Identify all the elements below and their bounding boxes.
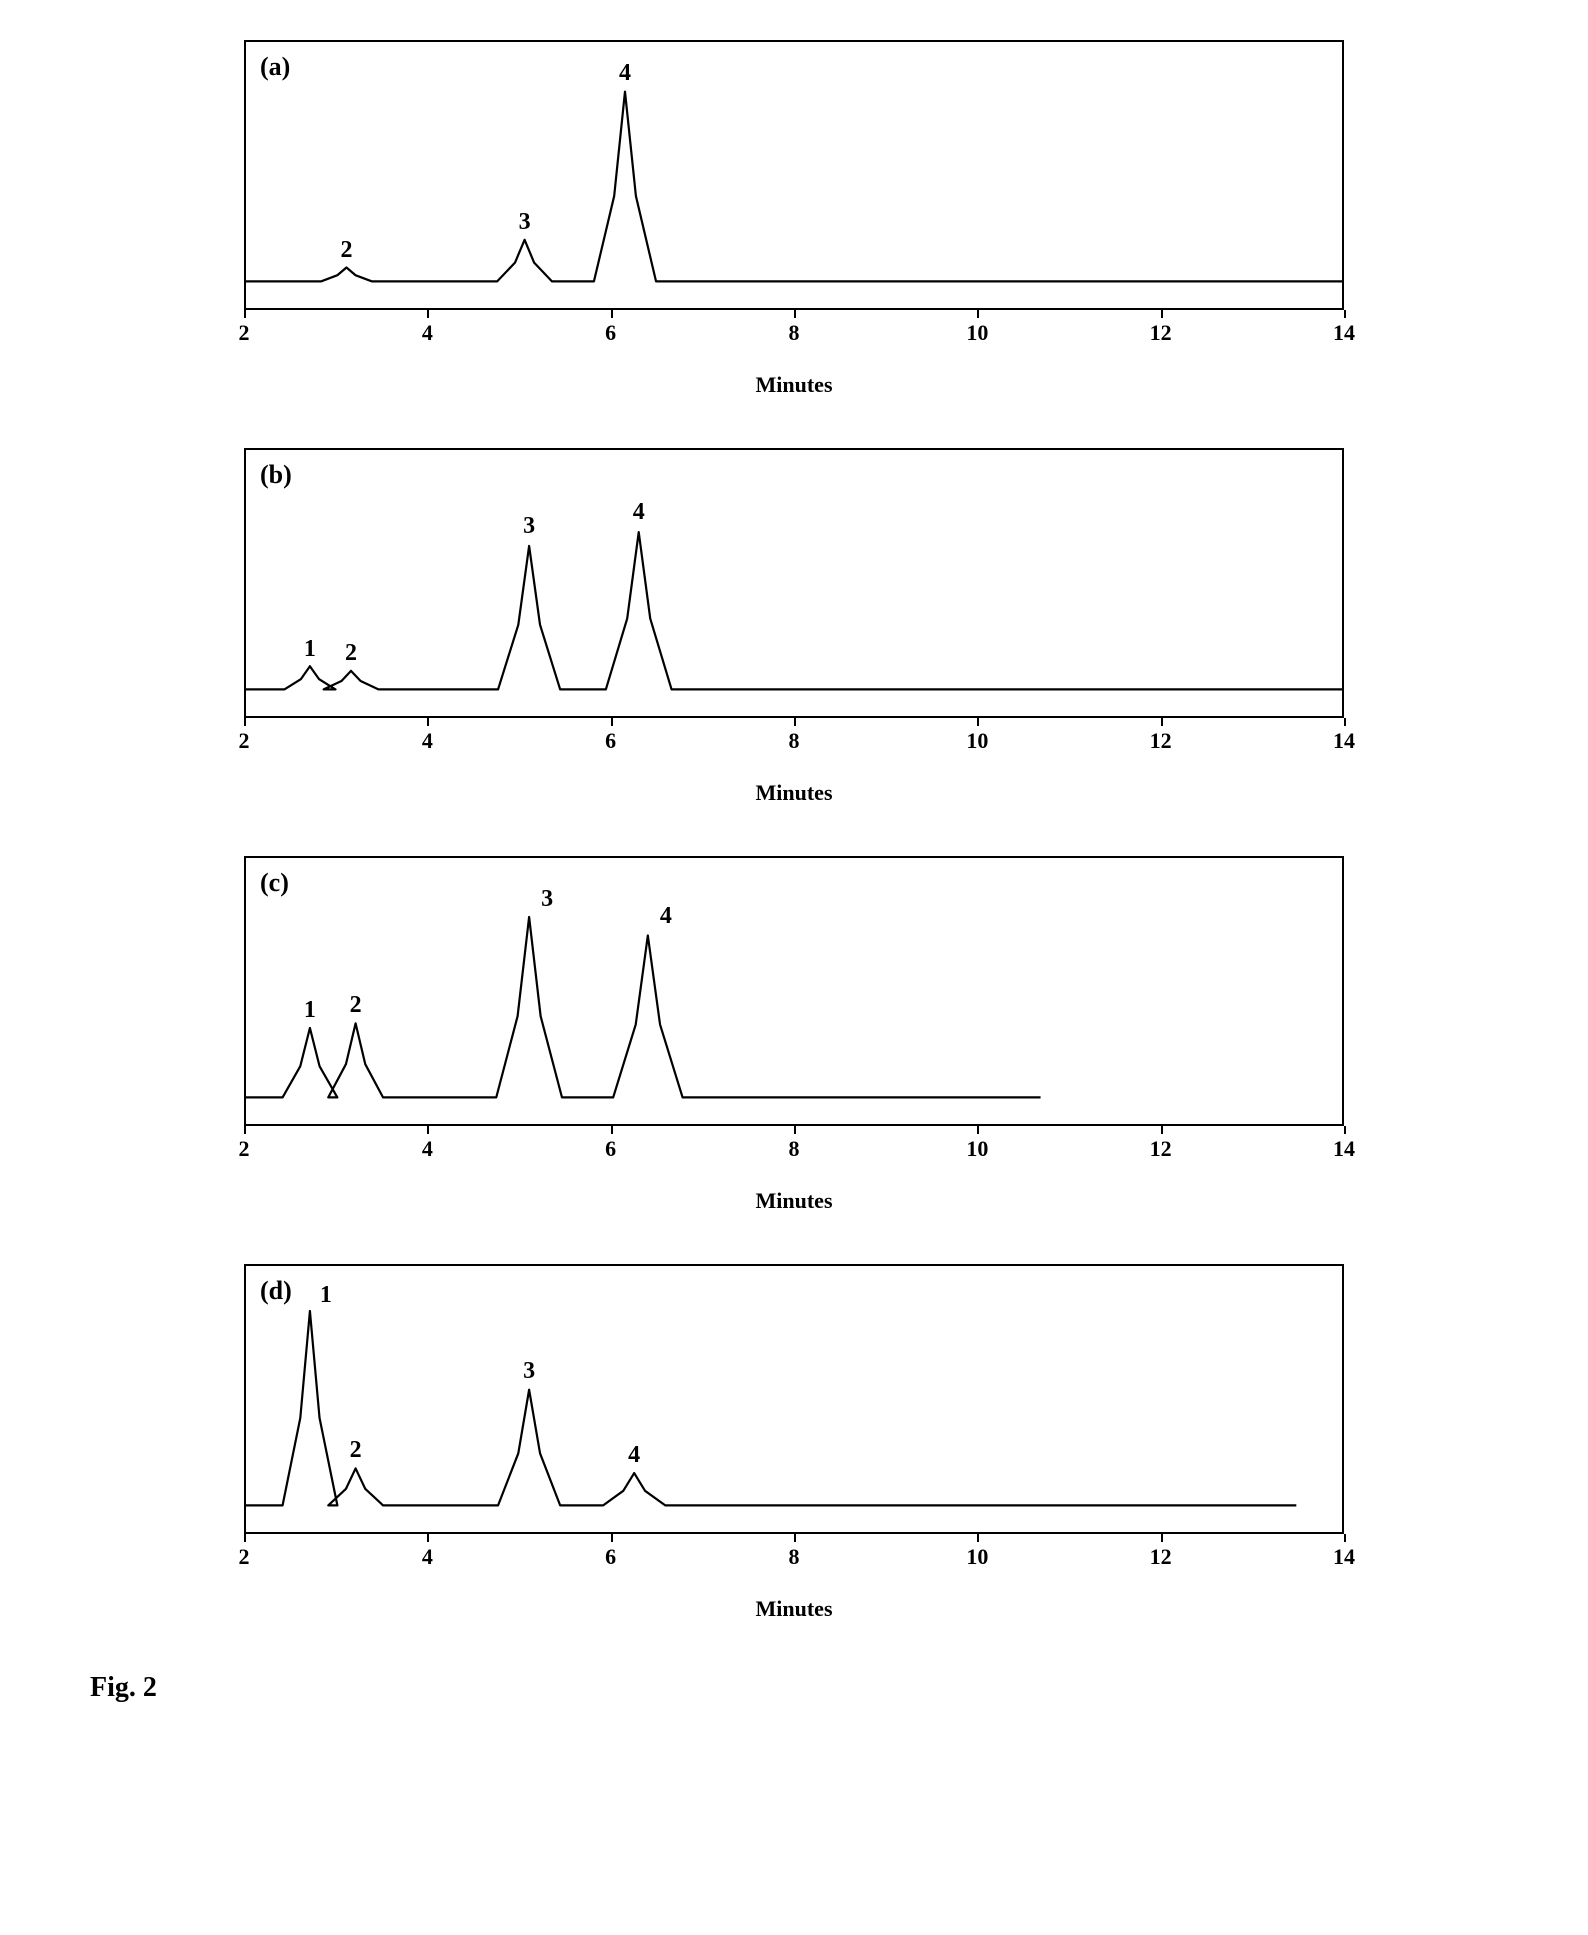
chromatogram-trace — [246, 858, 1342, 1124]
axis-tick-label: 12 — [1150, 728, 1172, 754]
chromatogram-panel-d: (d)12342468101214Minutes — [244, 1264, 1344, 1622]
axis-tick-label: 14 — [1333, 1544, 1355, 1570]
axis-tick — [977, 718, 979, 726]
axis-tick-label: 10 — [966, 320, 988, 346]
panels-host: (a)2342468101214Minutes(b)12342468101214… — [244, 40, 1344, 1622]
peak-label: 4 — [660, 903, 672, 930]
x-axis-title: Minutes — [244, 372, 1344, 398]
axis-tick-label: 10 — [966, 1544, 988, 1570]
axis-tick — [1344, 310, 1346, 318]
axis-tick-label: 4 — [422, 320, 433, 346]
axis-tick-label: 6 — [605, 320, 616, 346]
axis-tick — [977, 310, 979, 318]
axis-tick-label: 2 — [239, 728, 250, 754]
x-axis-title: Minutes — [244, 1596, 1344, 1622]
axis-tick-label: 6 — [605, 1544, 616, 1570]
axis-tick — [794, 1534, 796, 1542]
peak-label: 1 — [304, 997, 316, 1024]
chart-box: (a)234 — [244, 40, 1344, 310]
figure-caption: Fig. 2 — [80, 1672, 1508, 1704]
axis-tick — [1344, 1534, 1346, 1542]
chromatogram-trace — [246, 1266, 1342, 1532]
x-axis: 2468101214 — [244, 310, 1344, 340]
axis-tick — [1161, 310, 1163, 318]
axis-tick — [1344, 718, 1346, 726]
axis-tick — [1161, 1126, 1163, 1134]
axis-tick-label: 12 — [1150, 320, 1172, 346]
axis-tick-label: 2 — [239, 1136, 250, 1162]
axis-tick-label: 14 — [1333, 1136, 1355, 1162]
axis-tick-label: 12 — [1150, 1136, 1172, 1162]
peak-label: 2 — [350, 1437, 362, 1464]
peak-label: 4 — [633, 499, 645, 526]
axis-tick-label: 2 — [239, 1544, 250, 1570]
peak-label: 4 — [628, 1442, 640, 1469]
peak-label: 2 — [350, 992, 362, 1019]
axis-tick — [244, 718, 246, 726]
axis-tick — [977, 1126, 979, 1134]
axis-tick — [611, 310, 613, 318]
axis-tick — [244, 1534, 246, 1542]
peak-label: 3 — [541, 886, 553, 913]
axis-tick-label: 8 — [789, 1544, 800, 1570]
chromatogram-trace — [246, 42, 1342, 308]
axis-tick — [427, 1534, 429, 1542]
axis-tick — [611, 1126, 613, 1134]
axis-tick-label: 10 — [966, 728, 988, 754]
axis-tick-label: 14 — [1333, 320, 1355, 346]
chart-box: (d)1234 — [244, 1264, 1344, 1534]
axis-tick-label: 4 — [422, 728, 433, 754]
chromatogram-trace — [246, 450, 1342, 716]
peak-label: 4 — [619, 60, 631, 87]
axis-tick — [427, 310, 429, 318]
axis-tick-label: 8 — [789, 728, 800, 754]
axis-tick-label: 2 — [239, 320, 250, 346]
chromatogram-panel-a: (a)2342468101214Minutes — [244, 40, 1344, 398]
axis-tick-label: 6 — [605, 728, 616, 754]
peak-label: 3 — [519, 209, 531, 236]
axis-tick-label: 14 — [1333, 728, 1355, 754]
axis-tick — [794, 1126, 796, 1134]
x-axis: 2468101214 — [244, 1126, 1344, 1156]
axis-tick — [1161, 1534, 1163, 1542]
peak-label: 3 — [523, 513, 535, 540]
peak-label: 1 — [304, 636, 316, 663]
axis-tick — [611, 718, 613, 726]
chromatogram-panel-b: (b)12342468101214Minutes — [244, 448, 1344, 806]
axis-tick — [794, 310, 796, 318]
x-axis: 2468101214 — [244, 718, 1344, 748]
axis-tick — [977, 1534, 979, 1542]
x-axis: 2468101214 — [244, 1534, 1344, 1564]
peak-label: 1 — [320, 1282, 332, 1309]
axis-tick — [244, 1126, 246, 1134]
axis-tick — [427, 718, 429, 726]
axis-tick — [611, 1534, 613, 1542]
axis-tick-label: 4 — [422, 1136, 433, 1162]
figure-container: (a)2342468101214Minutes(b)12342468101214… — [244, 40, 1344, 1622]
chart-box: (c)1234 — [244, 856, 1344, 1126]
chart-box: (b)1234 — [244, 448, 1344, 718]
axis-tick-label: 10 — [966, 1136, 988, 1162]
axis-tick-label: 8 — [789, 1136, 800, 1162]
axis-tick-label: 6 — [605, 1136, 616, 1162]
axis-tick — [427, 1126, 429, 1134]
peak-label: 2 — [345, 640, 357, 667]
x-axis-title: Minutes — [244, 780, 1344, 806]
axis-tick-label: 8 — [789, 320, 800, 346]
peak-label: 3 — [523, 1358, 535, 1385]
x-axis-title: Minutes — [244, 1188, 1344, 1214]
axis-tick — [794, 718, 796, 726]
peak-label: 2 — [340, 237, 352, 264]
axis-tick — [244, 310, 246, 318]
axis-tick-label: 4 — [422, 1544, 433, 1570]
axis-tick — [1161, 718, 1163, 726]
axis-tick — [1344, 1126, 1346, 1134]
axis-tick-label: 12 — [1150, 1544, 1172, 1570]
chromatogram-panel-c: (c)12342468101214Minutes — [244, 856, 1344, 1214]
